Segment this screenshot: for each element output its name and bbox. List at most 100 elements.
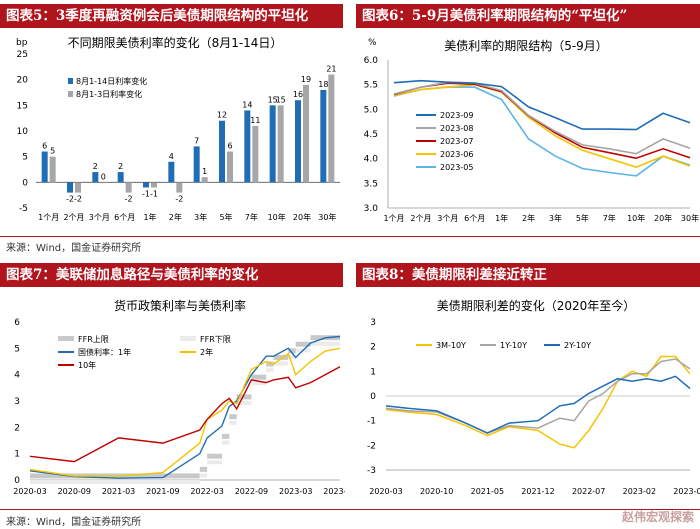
fig5-bar-s0-8	[244, 110, 251, 183]
fig7-line-1	[29, 347, 341, 477]
fig6-xtick-11: 30年	[681, 213, 699, 223]
fig7-ffr-upper-step-11	[266, 361, 274, 367]
watermark: 赵伟宏观探索	[621, 510, 694, 524]
fig8-legend-label-2: 2Y-10Y	[564, 341, 591, 350]
fig7-ffr-lower-step-13	[288, 354, 296, 359]
fig7-ffr-lower-step-10	[251, 381, 267, 386]
fig6-header: 图表6：5-9月美债利率期限结构的“平坦化”	[356, 4, 700, 28]
top-source-note: 来源：Wind，国金证券研究所	[6, 243, 142, 254]
fig8-xtick-3: 2021-12	[521, 487, 554, 496]
fig8-ytick-6: 3	[370, 318, 376, 328]
fig7-ffr-upper-step-5	[199, 466, 208, 472]
fig5-label-s1-6: 1	[202, 167, 207, 176]
fig5-label-s1-0: 5	[50, 147, 55, 156]
fig7-xtick-7: 2023-09	[323, 487, 345, 496]
fig8-legend-label-0: 3M-10Y	[436, 341, 466, 350]
fig8-xtick-6: 2023-09	[673, 487, 700, 496]
fig7-legend-label-4: 10年	[78, 360, 96, 370]
fig6-title: 美债利率的期限结构（5-9月）	[444, 38, 608, 53]
fig8-xtick-2: 2021-05	[471, 487, 504, 496]
fig6-xtick-2: 3个月	[437, 214, 458, 223]
fig5-ytick-3: 10	[17, 127, 29, 137]
fig5-xtick-9: 10年	[268, 212, 286, 222]
fig7-ffr-lower-step-15	[310, 341, 326, 346]
top-source-rule	[0, 236, 700, 237]
fig5-bar-s1-8	[252, 125, 259, 183]
fig5-label-s0-4: -1	[142, 189, 150, 198]
fig5-bar-s0-2	[92, 172, 99, 183]
bottom-source-rule	[0, 509, 700, 510]
fig7-title: 货币政策利率与美债利率	[114, 298, 246, 313]
fig6-legend-label-4: 2023-05	[440, 163, 473, 172]
fig8-ytick-4: 1	[370, 367, 376, 377]
fig6-xtick-8: 7年	[603, 213, 616, 223]
fig6-chart: 美债利率的期限结构（5-9月）% 3.0 3.5 4.0 4.5 5.0 5.5 6.0 1个月…	[364, 38, 699, 223]
fig5-label-s1-5: -2	[175, 195, 183, 204]
fig6-legend-label-1: 2023-08	[440, 124, 473, 133]
fig8-xtick-1: 2020-10	[420, 487, 453, 496]
fig6-xtick-5: 2年	[522, 213, 535, 223]
fig5-ytick-5: 20	[17, 76, 29, 86]
fig7-ffr-upper-step-4	[162, 473, 200, 479]
fig5-bar-s0-0	[41, 151, 48, 183]
fig7-ffr-upper-step-1	[30, 473, 75, 479]
fig7-ffr-upper-step-15	[310, 335, 326, 341]
fig8-header: 图表8：美债期限利差接近转正	[356, 263, 700, 287]
fig5-bar-s1-1	[75, 182, 81, 193]
fig5-xtick-0: 1个月	[38, 213, 59, 222]
fig6-xtick-7: 5年	[576, 213, 589, 223]
fig5-label-s1-11: 21	[326, 65, 336, 74]
fig5-label-s1-8: 11	[250, 116, 260, 125]
fig5-bar-s0-7	[219, 120, 225, 183]
fig7-legend-label-1: FFR下限	[200, 335, 231, 344]
fig5-legend-swatch-0	[68, 78, 73, 84]
fig7-ffr-lower-step-12	[273, 361, 289, 366]
fig7-legend-swatch-0	[58, 336, 74, 341]
fig7-legend-label-3: 2年	[200, 347, 213, 357]
fig7-legend-label-2: 国债利率：1年	[78, 347, 131, 357]
fig8-line-3M-10Y	[385, 355, 691, 449]
fig5-label-s0-3: 2	[118, 162, 123, 171]
fig5-label-s0-7: 12	[217, 111, 227, 120]
fig7-ffr-upper-step-14	[295, 341, 311, 347]
fig7-ffr-upper-step-13	[288, 348, 296, 354]
fig5-bar-s1-2	[100, 182, 107, 184]
fig6-xtick-6: 3年	[549, 213, 562, 223]
fig8-line-2Y-10Y	[385, 375, 691, 434]
fig7-legend-swatch-1	[180, 336, 196, 341]
fig5-bar-s1-7	[227, 151, 233, 183]
fig7-line-0	[29, 335, 341, 479]
fig5-bar-s0-9	[269, 105, 276, 183]
fig6-ytick-4: 5.0	[364, 105, 379, 115]
fig5-xtick-5: 2年	[169, 212, 182, 222]
fig7-ffr-lower-step-2	[74, 480, 119, 484]
fig5-ytick-0: -5	[19, 204, 28, 214]
fig5-label-s1-1: -2	[74, 195, 82, 204]
fig7-ffr-upper-step-12	[273, 354, 289, 360]
fig7-ytick-2: 2	[14, 423, 20, 433]
fig5-label-s1-2: 0	[101, 172, 106, 181]
fig8-chart: 美债期限利差的变化（2020年至今） -3 -2 -1 0 1 2 3 2020-03 2020-…	[367, 298, 700, 496]
fig5-label-s1-10: 19	[301, 75, 311, 84]
fig5-legend-swatch-1	[68, 91, 73, 97]
fig7-ffr-lower-step-1	[30, 480, 75, 484]
fig7-xtick-6: 2023-03	[279, 487, 312, 496]
fig5-label-s0-10: 16	[293, 90, 303, 99]
fig8-ytick-5: 2	[370, 343, 376, 353]
fig5-xtick-3: 6个月	[114, 213, 135, 222]
fig5-ytick-2: 5	[22, 153, 28, 163]
fig7-legend-label-0: FFR上限	[78, 335, 109, 344]
fig5-label-s1-7: 6	[227, 142, 232, 151]
fig7-ffr-upper-step-3	[118, 473, 163, 479]
fig5-xtick-8: 7年	[245, 212, 258, 222]
fig5-bar-s0-11	[320, 89, 327, 183]
fig5-label-s0-11: 18	[318, 80, 328, 89]
fig6-ytick-5: 5.5	[364, 81, 378, 91]
fig6-xtick-0: 1个月	[383, 214, 404, 223]
fig7-ytick-6: 6	[14, 318, 20, 328]
fig5-xtick-2: 3个月	[89, 213, 110, 222]
fig5-bar-s0-4	[143, 182, 149, 188]
fig7-ffr-lower-step-8	[229, 420, 237, 425]
fig7-ffr-upper-step-7	[221, 433, 230, 439]
fig5-bar-s1-4	[151, 182, 157, 188]
